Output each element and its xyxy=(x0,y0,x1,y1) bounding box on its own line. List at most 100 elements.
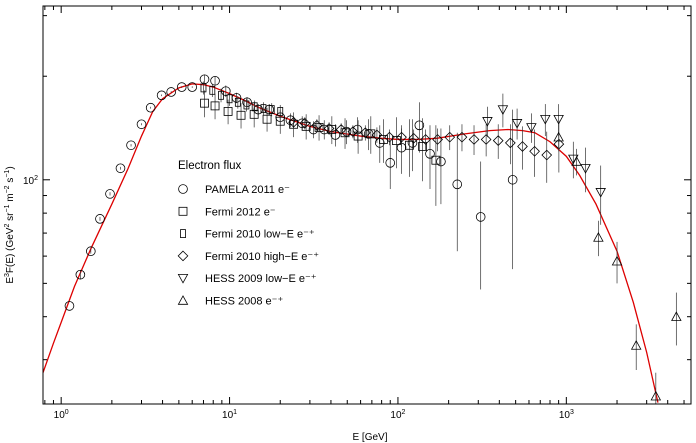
data-point xyxy=(529,145,540,157)
legend-label: HESS 2008 e⁻⁺ xyxy=(205,296,283,308)
data-point xyxy=(243,100,250,110)
data-point xyxy=(251,102,258,112)
data-point xyxy=(482,117,493,127)
data-point xyxy=(299,117,311,129)
data-point xyxy=(384,131,395,143)
legend-item: Fermi 2010 low−E e⁻⁺ xyxy=(180,229,315,241)
data-point xyxy=(323,123,335,134)
legend-item: PAMELA 2011 e⁻ xyxy=(178,184,290,196)
data-point xyxy=(105,189,115,199)
data-point xyxy=(353,131,363,141)
model-curve xyxy=(43,83,659,403)
data-point xyxy=(511,119,523,129)
data-point xyxy=(264,104,275,115)
data-point xyxy=(115,163,126,174)
legend-item: Fermi 2012 e⁻ xyxy=(178,206,276,218)
data-point xyxy=(468,134,480,145)
data-point xyxy=(347,126,359,138)
data-point xyxy=(425,149,435,159)
plot-frame xyxy=(42,5,692,405)
series-1 xyxy=(200,90,441,206)
y-axis-title: E3F(E) (GeV2 sr−1 m−2 s−1) xyxy=(4,166,16,283)
legend-label: Fermi 2012 e⁻ xyxy=(205,206,276,218)
series-0 xyxy=(64,74,518,311)
data-point xyxy=(671,311,682,321)
data-point xyxy=(234,97,241,107)
plot-area xyxy=(43,74,682,404)
data-point xyxy=(650,390,662,401)
data-point xyxy=(408,132,420,144)
data-point xyxy=(611,255,623,266)
data-point xyxy=(341,126,352,137)
data-point xyxy=(210,75,220,86)
legend-title: Electron flux xyxy=(178,160,242,172)
legend-item: Fermi 2010 high−E e⁻⁺ xyxy=(177,250,319,263)
data-point xyxy=(262,114,272,124)
data-point xyxy=(301,121,311,131)
data-point xyxy=(630,340,642,350)
data-point xyxy=(595,188,606,198)
data-point xyxy=(385,158,396,168)
data-point xyxy=(517,141,528,152)
data-point xyxy=(497,105,509,115)
x-tick-label: 101 xyxy=(222,409,237,421)
data-point xyxy=(314,122,324,132)
data-point xyxy=(223,107,233,116)
data-point xyxy=(75,269,86,280)
series-5 xyxy=(553,124,682,404)
data-point xyxy=(156,90,167,101)
data-point xyxy=(553,131,564,142)
y-tick-label: 102 xyxy=(23,175,38,187)
data-point xyxy=(319,124,330,135)
legend-label: PAMELA 2011 e⁻ xyxy=(205,184,290,196)
data-point xyxy=(444,131,456,143)
data-point xyxy=(475,212,486,222)
data-point xyxy=(540,115,551,125)
data-point xyxy=(311,119,323,131)
data-point xyxy=(480,134,492,145)
legend-marker xyxy=(178,206,188,216)
data-point xyxy=(418,142,427,151)
series-2 xyxy=(200,81,284,119)
data-point xyxy=(288,116,299,128)
data-point xyxy=(420,134,431,145)
data-point xyxy=(200,83,207,93)
legend-marker xyxy=(177,250,189,262)
data-point xyxy=(504,137,516,149)
axes: 100 101 102 103 102 xyxy=(23,6,691,421)
data-point xyxy=(571,156,582,166)
legend-label: Fermi 2010 low−E e⁻⁺ xyxy=(205,229,315,241)
data-point xyxy=(593,231,604,242)
data-point xyxy=(432,134,443,145)
data-point xyxy=(268,105,275,114)
data-point xyxy=(260,104,267,114)
data-point xyxy=(366,129,376,139)
data-point xyxy=(236,110,246,120)
data-point xyxy=(64,301,75,311)
data-point xyxy=(210,101,220,111)
data-point xyxy=(218,90,224,100)
data-point xyxy=(414,120,425,131)
data-point xyxy=(371,129,383,141)
data-point xyxy=(187,82,198,92)
data-point xyxy=(580,164,591,174)
data-point xyxy=(507,174,518,185)
data-point xyxy=(456,131,468,143)
x-tick-label: 102 xyxy=(390,409,405,421)
data-point xyxy=(330,130,341,140)
data-point xyxy=(166,87,176,97)
x-tick-label: 100 xyxy=(54,409,69,421)
data-point xyxy=(136,119,147,130)
data-point xyxy=(431,155,441,165)
data-point xyxy=(335,124,347,135)
data-point xyxy=(492,135,504,146)
data-point xyxy=(200,98,209,108)
legend-marker xyxy=(177,273,189,284)
data-point xyxy=(553,115,564,125)
data-point xyxy=(436,156,446,167)
legend-label: HESS 2009 low−E e⁻⁺ xyxy=(205,273,317,285)
data-point xyxy=(176,82,187,92)
legend-label: Fermi 2010 high−E e⁻⁺ xyxy=(205,251,319,263)
